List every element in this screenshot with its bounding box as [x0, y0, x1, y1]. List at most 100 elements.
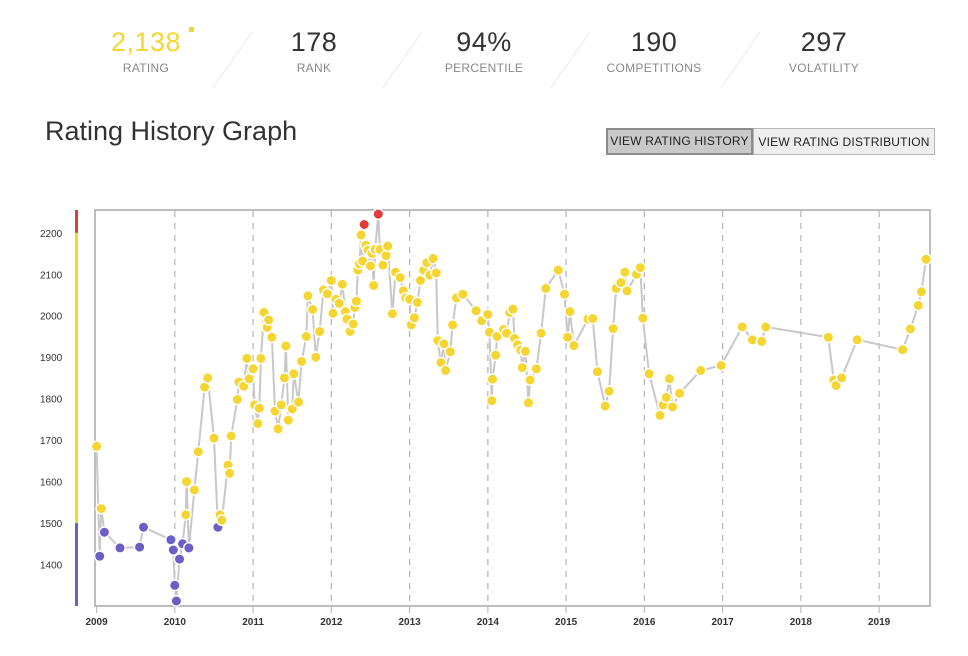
rating-point[interactable] [444, 345, 457, 358]
rating-point[interactable] [643, 367, 655, 380]
rating-point[interactable] [265, 331, 278, 344]
rating-point[interactable] [254, 352, 267, 365]
rating-point[interactable] [306, 303, 319, 316]
rating-point[interactable] [279, 340, 292, 352]
rating-point[interactable] [300, 330, 313, 343]
rating-point[interactable] [835, 371, 848, 384]
rating-point[interactable] [188, 483, 201, 496]
rating-point[interactable] [489, 349, 502, 362]
rating-point[interactable] [326, 307, 339, 320]
rating-point[interactable] [507, 303, 519, 316]
rating-point[interactable] [485, 394, 498, 407]
rating-point[interactable] [621, 285, 633, 297]
rating-point[interactable] [394, 271, 407, 284]
rating-point[interactable] [287, 367, 300, 380]
rating-point[interactable] [208, 432, 220, 445]
rating-point[interactable] [470, 304, 482, 317]
rating-point[interactable] [500, 327, 513, 340]
rating-point[interactable] [182, 541, 195, 554]
rating-point[interactable] [438, 337, 450, 350]
rating-point[interactable] [380, 249, 392, 262]
rating-point[interactable] [309, 351, 322, 364]
rating-point[interactable] [486, 373, 499, 386]
rating-point[interactable] [313, 325, 326, 338]
rating-point[interactable] [253, 402, 266, 415]
rating-point[interactable] [607, 322, 619, 335]
rating-point[interactable] [95, 502, 108, 515]
rating-point[interactable] [915, 285, 928, 298]
rating-point[interactable] [920, 253, 932, 266]
rating-point[interactable] [386, 307, 399, 320]
rating-point[interactable] [759, 320, 772, 333]
rating-point[interactable] [694, 364, 707, 377]
rating-point[interactable] [634, 261, 647, 274]
rating-point[interactable] [358, 218, 371, 231]
rating-point[interactable] [170, 595, 183, 607]
rating-point[interactable] [180, 475, 193, 488]
rating-point[interactable] [292, 396, 305, 408]
rating-point[interactable] [427, 252, 439, 265]
rating-point[interactable] [530, 362, 543, 375]
rating-point[interactable] [179, 508, 192, 521]
rating-point[interactable] [552, 264, 565, 277]
rating-point[interactable] [350, 295, 363, 308]
rating-point[interactable] [586, 312, 599, 325]
rating-point[interactable] [558, 288, 571, 301]
rating-point[interactable] [90, 440, 103, 453]
rating-point[interactable] [414, 274, 427, 287]
rating-point[interactable] [272, 422, 284, 435]
rating-point[interactable] [192, 445, 205, 458]
rating-point[interactable] [666, 401, 679, 413]
rating-point[interactable] [603, 385, 615, 398]
rating-point[interactable] [599, 400, 612, 413]
rating-point[interactable] [347, 318, 360, 330]
rating-point[interactable] [522, 396, 535, 409]
rating-point[interactable] [262, 314, 275, 326]
rating-point[interactable] [295, 355, 308, 368]
rating-point[interactable] [446, 318, 459, 331]
rating-point[interactable] [225, 430, 238, 442]
rating-point[interactable] [333, 297, 346, 310]
view-rating-history-button[interactable]: VIEW RATING HISTORY [606, 128, 753, 155]
rating-point[interactable] [133, 541, 146, 553]
rating-point[interactable] [275, 398, 288, 411]
rating-point[interactable] [173, 553, 186, 565]
rating-point[interactable] [336, 278, 349, 291]
rating-point[interactable] [481, 308, 494, 321]
rating-point[interactable] [673, 387, 686, 400]
rating-point[interactable] [321, 287, 334, 300]
rating-point[interactable] [137, 521, 150, 534]
rating-point[interactable] [524, 374, 536, 386]
rating-point[interactable] [231, 393, 244, 406]
rating-point[interactable] [164, 533, 177, 546]
rating-point[interactable] [167, 544, 180, 556]
rating-point[interactable] [736, 320, 749, 333]
rating-point[interactable] [282, 414, 295, 427]
rating-point[interactable] [411, 296, 424, 309]
rating-point[interactable] [430, 267, 443, 279]
rating-point[interactable] [439, 364, 452, 377]
rating-point[interactable] [568, 339, 580, 352]
rating-point[interactable] [904, 323, 917, 335]
rating-point[interactable] [223, 467, 236, 480]
rating-point[interactable] [201, 371, 214, 384]
view-rating-distribution-button[interactable]: VIEW RATING DISTRIBUTION [753, 128, 935, 155]
rating-point[interactable] [168, 579, 181, 592]
rating-point[interactable] [519, 345, 532, 358]
rating-point[interactable] [240, 352, 253, 365]
rating-point[interactable] [618, 266, 631, 279]
rating-point[interactable] [355, 229, 367, 241]
rating-point[interactable] [372, 208, 385, 221]
rating-point[interactable] [114, 541, 126, 554]
rating-point[interactable] [215, 514, 228, 527]
rating-point[interactable] [301, 289, 314, 302]
rating-point[interactable] [591, 365, 604, 378]
rating-point[interactable] [516, 361, 529, 374]
rating-point[interactable] [654, 409, 666, 422]
rating-point[interactable] [715, 359, 727, 372]
rating-point[interactable] [896, 343, 909, 356]
rating-point[interactable] [381, 240, 394, 252]
rating-point[interactable] [325, 274, 338, 287]
rating-point[interactable] [663, 372, 676, 385]
rating-point[interactable] [456, 288, 469, 301]
